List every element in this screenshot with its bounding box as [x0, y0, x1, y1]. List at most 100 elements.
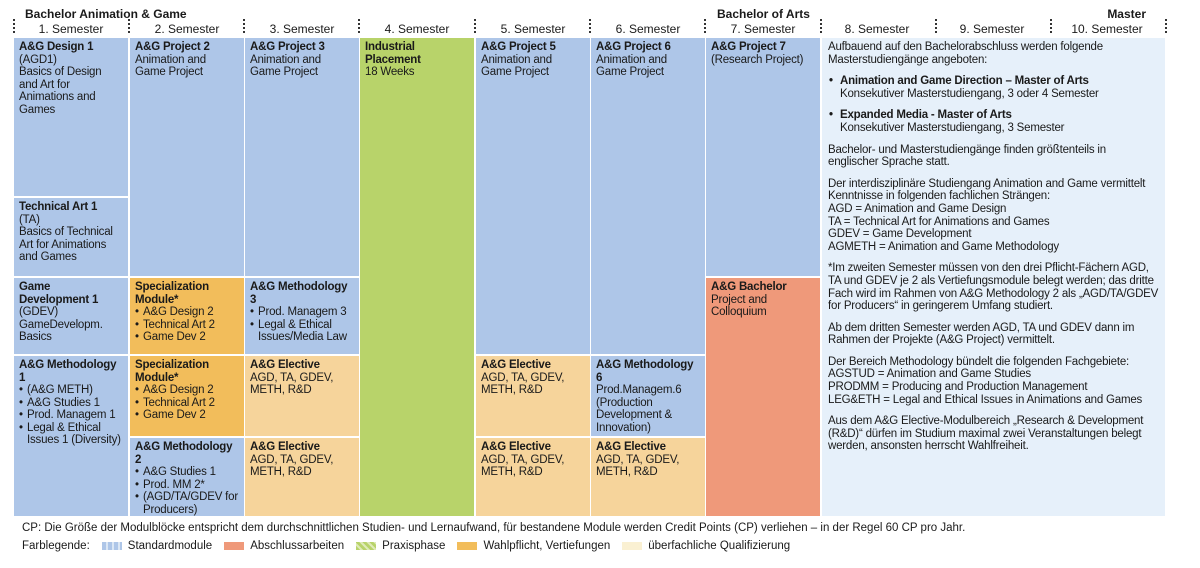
paragraph-line: TA = Technical Art for Animations and Ga…: [828, 215, 1050, 228]
module-title: Specialization Module*: [135, 281, 209, 306]
module-title: A&G Elective: [250, 359, 320, 371]
module-text: Animation and Game Project: [481, 53, 552, 79]
module-block: A&G Elective AGD, TA, GDEV, METH, R&D: [476, 438, 590, 516]
legend-swatch: [101, 541, 122, 550]
semester-label: 1. Semester: [38, 22, 104, 36]
module-title: A&G Elective: [596, 441, 666, 453]
separator: [13, 19, 15, 33]
semester-label: 4. Semester: [384, 22, 450, 36]
module-bullet: (AGD/TA/GDEV for Producers): [135, 491, 239, 516]
module-bullet: Prod. Managem 1: [19, 409, 123, 422]
legend-label: Standardmodule: [127, 540, 213, 552]
module-title: Industrial Placement: [365, 41, 421, 66]
paragraph-text: Der Bereich Methodology bündelt die folg…: [828, 355, 1130, 368]
module-text: GameDevelopm. Basics: [19, 318, 103, 344]
module-list: Prod. Managem 3Legal & Ethical Issues/Me…: [250, 306, 354, 344]
module-block: A&G Elective AGD, TA, GDEV, METH, R&D: [245, 356, 359, 436]
footnote: CP: Die Größe der Modulblöcke entspricht…: [22, 522, 966, 534]
degree-title: Expanded Media - Master of Arts: [840, 109, 1012, 122]
module-title: A&G Bachelor: [711, 281, 787, 293]
module-text: AGD, TA, GDEV, METH, R&D: [250, 371, 334, 397]
degree-item: Animation and Game Direction – Master of…: [829, 75, 1159, 100]
module-block: A&G Elective AGD, TA, GDEV, METH, R&D: [245, 438, 359, 516]
module-block: A&G Methodology 2A&G Studies 1Prod. MM 2…: [130, 438, 244, 516]
semester-label: 6. Semester: [615, 22, 681, 36]
legend: Farblegende: Standardmodule Abschlussarbei…: [22, 540, 790, 552]
separator: [243, 19, 245, 33]
module-bullet: (A&G METH): [19, 384, 123, 397]
paragraph-text: *Im zweiten Semester müssen von den drei…: [828, 262, 1159, 313]
module-block: A&G Project 2 Animation and Game Project: [130, 38, 244, 276]
module-block: A&G Methodology 6 Prod.Managem.6 (Producti…: [591, 356, 705, 436]
module-list: A&G Design 2Technical Art 2Game Dev 2: [135, 306, 239, 344]
info-paragraph: Aus dem A&G Elective-Modulbereich „Resea…: [828, 415, 1159, 453]
module-text: AGD, TA, GDEV, METH, R&D: [596, 453, 680, 479]
module-block: Specialization Module*A&G Design 2Techni…: [130, 278, 244, 354]
module-title: A&G Methodology 3: [250, 281, 348, 306]
degree-text: Konsekutiver Masterstudiengang, 3 oder 4…: [840, 87, 1099, 100]
module-bullet: A&G Studies 1: [19, 397, 123, 410]
module-bullet: Prod. Managem 3: [250, 306, 354, 319]
separator: [128, 19, 130, 33]
module-bullet: A&G Design 2: [135, 384, 239, 397]
module-list: A&G Studies 1Prod. MM 2*(AGD/TA/GDEV for…: [135, 466, 239, 516]
module-bullet: Prod. MM 2*: [135, 479, 239, 492]
module-text: Animation and Game Project: [250, 53, 321, 79]
module-title: A&G Methodology 6: [596, 359, 694, 384]
module-block: Industrial Placement 18 Weeks: [360, 38, 474, 516]
separator: [474, 19, 476, 33]
info-paragraph: Bachelor- und Masterstudiengänge finden …: [828, 144, 1159, 169]
info-panel: Aufbauend auf den Bachelorabschluss werd…: [822, 38, 1165, 516]
legend-label: Wahlpflicht, Vertiefungen: [483, 540, 611, 552]
separator: [935, 19, 937, 33]
legend-label: Praxisphase: [382, 540, 446, 552]
module-text: AGD, TA, GDEV, METH, R&D: [250, 453, 334, 479]
semester-label: 10. Semester: [1071, 22, 1143, 36]
group-label: Bachelor Animation & Game: [25, 7, 187, 21]
paragraph-line: AGSTUD = Animation and Game Studies: [828, 368, 1031, 381]
paragraph-text: Bachelor- und Masterstudiengänge finden …: [828, 143, 1106, 169]
module-text: Prod.Managem.6: [596, 384, 682, 396]
paragraph-line: AGMETH = Animation and Game Methodology: [828, 240, 1059, 253]
legend-swatch: [224, 541, 245, 550]
module-title: A&G Project 5: [481, 41, 556, 53]
group-label: Bachelor of Arts: [717, 7, 810, 21]
paragraph-text: Aus dem A&G Elective-Modulbereich „Resea…: [828, 415, 1144, 453]
module-text: 18 Weeks: [365, 66, 415, 78]
paragraph-line: GDEV = Game Development: [828, 228, 972, 241]
info-paragraph: Der Bereich Methodology bündelt die folg…: [828, 356, 1159, 406]
module-bullet: A&G Design 2: [135, 306, 239, 319]
module-block: A&G Elective AGD, TA, GDEV, METH, R&D: [476, 356, 590, 436]
module-title: A&G Project 6: [596, 41, 671, 53]
separator: [1050, 19, 1052, 33]
info-paragraph: Der interdisziplinäre Studiengang Animat…: [828, 178, 1159, 254]
legend-swatch: [356, 541, 377, 550]
paragraph-line: PRODMM = Producing and Production Manage…: [828, 381, 1088, 394]
module-block: A&G Bachelor Project and Colloquium: [706, 278, 820, 516]
module-block: A&G Project 3 Animation and Game Project: [245, 38, 359, 276]
module-text: (Production Development & Innovation): [596, 396, 673, 434]
module-bullet: Legal & Ethical Issues 1 (Diversity): [19, 422, 123, 447]
module-text: Project and Colloquium: [711, 293, 767, 319]
module-title: A&G Methodology 2: [135, 441, 233, 466]
module-title: A&G Elective: [250, 441, 320, 453]
info-intro: Aufbauend auf den Bachelorabschluss werd…: [828, 41, 1103, 66]
separator: [589, 19, 591, 33]
legend-swatch: [457, 541, 478, 550]
module-title: Specialization Module*: [135, 359, 209, 384]
module-text: Animation and Game Project: [135, 53, 206, 79]
paragraph-line: AGD = Animation and Game Design: [828, 202, 1007, 215]
module-block: A&G Methodology 3Prod. Managem 3Legal & …: [245, 278, 359, 354]
degree-item: Expanded Media - Master of ArtsKonsekuti…: [829, 109, 1159, 134]
semester-label: 7. Semester: [730, 22, 796, 36]
module-title: Game Development 1: [19, 281, 99, 306]
paragraph-text: Ab dem dritten Semester werden AGD, TA u…: [828, 321, 1135, 347]
module-text: AGD, TA, GDEV, METH, R&D: [481, 453, 565, 479]
module-title: A&G Methodology 1: [19, 359, 117, 384]
module-bullet: Legal & Ethical Issues/Media Law: [250, 319, 354, 344]
module-bullet: Game Dev 2: [135, 409, 239, 422]
semester-label: 2. Semester: [154, 22, 220, 36]
module-text: (Research Project): [711, 53, 804, 66]
separator: [820, 19, 822, 33]
module-list: (A&G METH)A&G Studies 1Prod. Managem 1Le…: [19, 384, 123, 447]
